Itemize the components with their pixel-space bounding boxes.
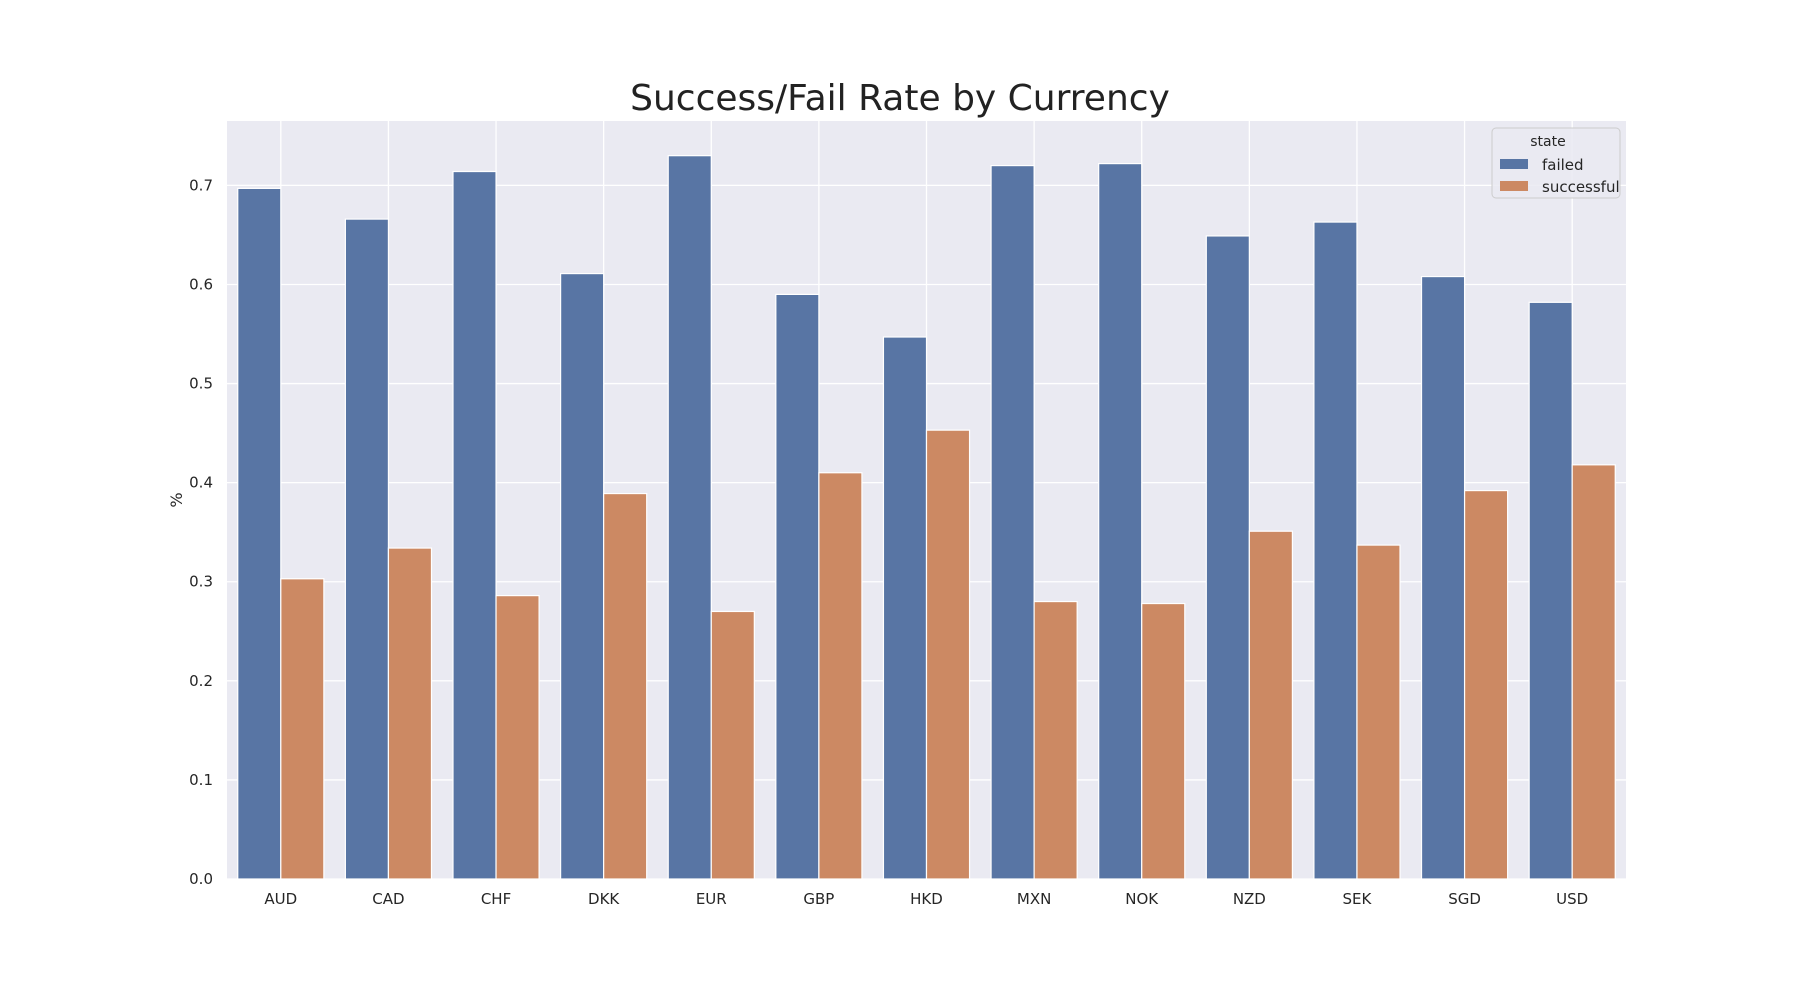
bar-failed-aud — [237, 187, 282, 880]
bar-failed-usd — [1528, 301, 1573, 880]
y-tick-label: 0.4 — [189, 474, 213, 492]
bar-failed-hkd — [882, 336, 928, 880]
bar-failed-dkk — [560, 272, 605, 880]
bar-failed-cad — [344, 218, 390, 880]
x-tick-label: AUD — [264, 890, 297, 908]
bar-failed-chf — [452, 170, 497, 880]
x-tick-label: DKK — [588, 890, 620, 908]
y-tick-label: 0.7 — [189, 176, 213, 194]
y-axis-label: % — [167, 492, 186, 507]
y-tick-label: 0.1 — [189, 771, 213, 789]
legend-swatch-successful — [1500, 181, 1528, 191]
x-tick-label: NOK — [1125, 890, 1159, 908]
legend-label-successful: successful — [1542, 178, 1620, 196]
legend-title: state — [1530, 134, 1565, 150]
bar-failed-sek — [1313, 221, 1358, 880]
bar-failed-sgd — [1420, 275, 1466, 880]
bar-successful-cad — [387, 547, 433, 880]
x-tick-label: MXN — [1017, 890, 1051, 908]
bar-failed-nok — [1098, 163, 1143, 880]
x-tick-label: EUR — [696, 890, 727, 908]
bar-successful-dkk — [603, 492, 648, 880]
y-tick-label: 0.5 — [189, 375, 213, 393]
bar-successful-eur — [710, 610, 755, 880]
x-tick-label: HKD — [910, 890, 943, 908]
x-tick-label: GBP — [803, 890, 834, 908]
bar-successful-hkd — [925, 429, 971, 880]
legend-swatch-failed — [1500, 159, 1528, 169]
x-tick-label: CHF — [481, 890, 511, 908]
bar-failed-eur — [667, 155, 712, 880]
y-tick-label: 0.0 — [189, 870, 213, 888]
y-tick-label: 0.2 — [189, 672, 213, 690]
bar-successful-nok — [1141, 602, 1186, 880]
bar-successful-sek — [1356, 544, 1401, 880]
y-tick-label: 0.6 — [189, 275, 213, 293]
legend-label-failed: failed — [1542, 156, 1584, 174]
bar-failed-gbp — [775, 293, 820, 880]
bar-successful-usd — [1571, 464, 1616, 880]
x-tick-label: NZD — [1233, 890, 1266, 908]
bar-successful-chf — [495, 595, 540, 880]
x-tick-label: USD — [1556, 890, 1588, 908]
bar-failed-mxn — [990, 164, 1035, 880]
bar-successful-nzd — [1248, 530, 1293, 880]
bar-successful-aud — [280, 578, 325, 880]
y-tick-label: 0.3 — [189, 573, 213, 591]
legend-box — [1491, 127, 1621, 199]
chart-title: Success/Fail Rate by Currency — [630, 78, 1170, 119]
bar-successful-mxn — [1033, 600, 1078, 880]
x-tick-label: SEK — [1343, 890, 1373, 908]
bar-failed-nzd — [1205, 235, 1250, 880]
x-tick-label: CAD — [372, 890, 404, 908]
bar-successful-sgd — [1463, 489, 1509, 880]
x-tick-label: SGD — [1448, 890, 1481, 908]
bar-successful-gbp — [818, 472, 863, 880]
